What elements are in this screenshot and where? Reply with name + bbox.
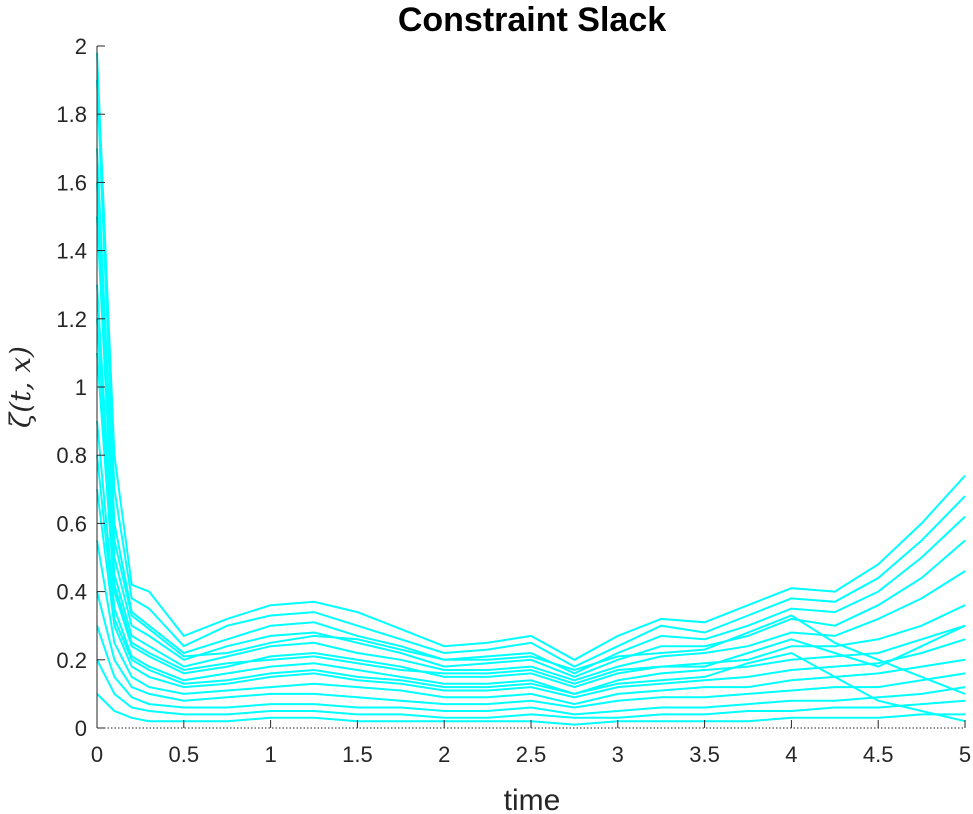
y-tick-label: 0.2 [56,648,87,673]
y-tick-label: 0.4 [56,580,87,605]
x-tick-label: 2 [438,742,450,767]
series-line-15 [96,318,966,685]
x-tick-label: 4.5 [863,742,894,767]
series-line-8 [96,489,966,699]
series-line-11 [96,625,966,716]
x-tick-label: 0 [91,742,103,767]
series-line-1 [96,52,966,661]
y-tick-label: 1 [75,375,87,400]
x-tick-label: 4 [785,742,797,767]
y-tick-label: 1.4 [56,239,87,264]
x-tick-label: 5 [959,742,971,767]
x-axis-label: time [504,784,561,814]
y-tick-label: 1.6 [56,170,87,195]
series-line-7 [96,421,966,695]
y-tick-label: 1.2 [56,307,87,332]
series-line-6 [96,352,966,689]
series-line-9 [96,540,966,706]
y-tick-label: 0.6 [56,511,87,536]
x-tick-label: 1.5 [342,742,373,767]
y-tick-label: 2 [75,34,87,59]
y-tick-label: 1.8 [56,102,87,127]
series-line-3 [96,148,966,675]
series-line-5 [96,284,966,682]
x-tick-label: 3.5 [689,742,720,767]
series-line-4 [96,216,966,678]
x-tick-label: 3 [612,742,624,767]
series-line-12 [96,659,966,719]
axes: 0 0.5 1 1.5 2 2.5 3 3.5 4 4.5 5 0 0.2 0.4 0.6 0.8 1 1.2 1.… [56,34,971,767]
series-line-14 [96,182,966,695]
series-line-10 [96,591,966,709]
y-tick-label: 0.8 [56,443,87,468]
x-tick-label: 0.5 [169,742,200,767]
x-tick-label: 1 [264,742,276,767]
series-line-2 [96,80,966,668]
series-line-16 [96,455,966,723]
plot-area [96,52,966,726]
chart-title: Constraint Slack [398,1,666,39]
x-tick-label: 2.5 [516,742,547,767]
y-axis-label: ζ(t, x) [4,346,37,428]
series-line-13 [96,693,965,726]
y-tick-label: 0 [75,716,87,741]
